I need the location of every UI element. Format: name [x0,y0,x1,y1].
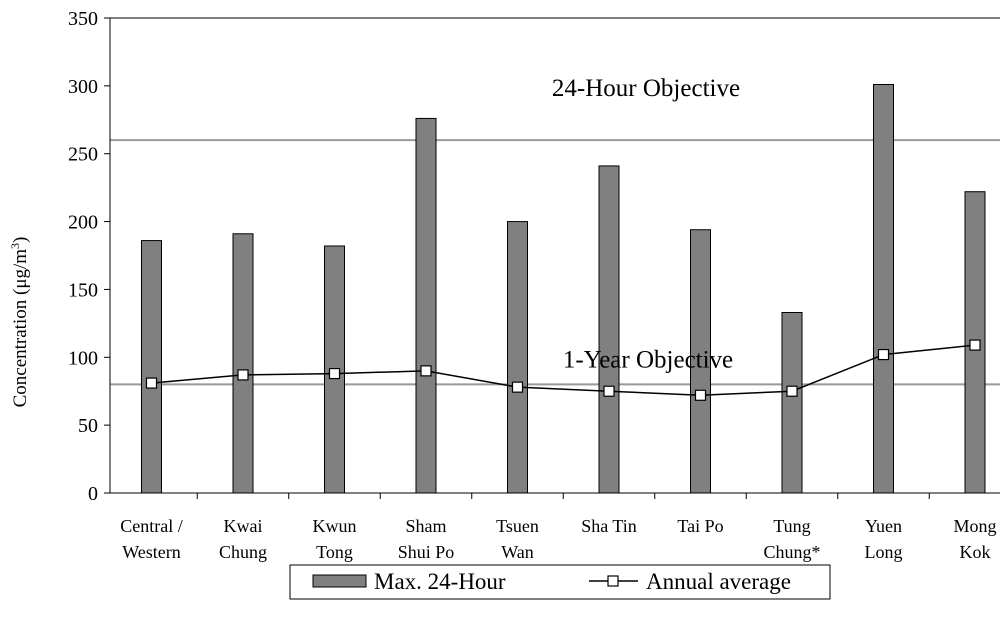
line-point [969,339,981,351]
legend-box [289,564,831,600]
reference-lines [110,139,1000,386]
bar [415,117,437,494]
x-tick-label-line: Shui Po [398,542,455,562]
x-tick-label: Yuen Long [865,516,903,562]
line-point [603,385,615,397]
reference-line-label-24-hour: 24-Hour Objective [552,75,740,102]
x-tick-label-line: Chung [219,542,267,562]
x-tick-label-line: Tung [773,516,810,536]
y-tick-label: 0 [88,483,98,505]
x-tick-label: Mong Kok [953,516,996,562]
x-tick-label: Tai Po [677,516,723,536]
x-tick-label-line: Sha Tin [581,516,637,536]
y-axis-label-sup: 3 [8,243,22,249]
y-tick-label: 200 [68,212,98,234]
x-tick-label: Tung Chung* [763,516,820,562]
y-axis-label-close: ) [10,237,31,243]
x-tick-label: Sha Tin [581,516,637,536]
y-tick-label: 300 [68,76,98,98]
x-tick-label-line: Long [865,542,903,562]
legend: Max. 24-Hour Annual average [289,564,831,600]
line-point [694,389,707,401]
reference-line-label-1-year: 1-Year Objective [563,346,733,373]
bar [232,233,254,494]
y-ticks: 0 50 100 150 200 250 300 350 [68,8,110,505]
y-tick-label: 150 [68,279,98,301]
legend-line-marker [607,575,619,587]
legend-line-label: Annual average [646,569,791,594]
y-tick-label: 350 [68,8,98,30]
line-point [420,365,432,377]
x-tick-label-line: Tong [316,542,353,562]
x-tick-labels: Central / Western Kwai Chung Kwun Tong Sham Shu… [120,493,997,562]
line-point [511,381,524,393]
x-tick-label-line: Mong [953,516,996,536]
x-tick-label-line: Tai Po [677,516,723,536]
line-series [145,339,981,401]
line-point [786,385,798,397]
x-tick-label-line: Wan [501,542,534,562]
legend-bar-swatch [312,574,367,588]
axes [109,17,1000,494]
line-point [877,348,890,361]
bar [141,240,162,494]
legend-bar-label: Max. 24-Hour [374,569,506,594]
y-tick-label: 250 [68,144,98,166]
x-tick-label: Kwai Chung [219,516,267,562]
y-axis-label: Concentration (μg/m3) [8,237,31,408]
bar [873,84,894,494]
x-tick-label-line: Sham [405,516,446,536]
x-tick-label: Kwun Tong [313,516,357,562]
y-tick-label: 50 [78,415,98,437]
x-tick-label-line: Kwun [313,516,357,536]
line-point [237,369,249,381]
bar [781,312,803,494]
reference-line-labels: 24-Hour Objective 1-Year Objective [552,75,740,373]
x-tick-label-line: Tsuen [496,516,539,536]
x-tick-label-line: Kok [960,542,991,562]
bar [507,221,528,494]
line-point [145,377,158,389]
x-tick-label-line: Central / [120,516,182,536]
x-tick-label: Sham Shui Po [398,516,455,562]
x-tick-label-line: Chung* [763,542,820,562]
annual-average-line [151,344,976,397]
bar-series [141,84,986,494]
line-point [328,367,341,380]
x-tick-label-line: Kwai [224,516,263,536]
y-tick-label: 100 [68,347,98,369]
x-tick-label-line: Western [122,542,181,562]
bar [598,165,620,494]
y-axis-label-main: Concentration (μg/m [10,249,31,408]
x-tick-label-line: Yuen [865,516,902,536]
x-tick-label: Central / Western [120,516,182,562]
x-tick-label: Tsuen Wan [496,516,539,562]
